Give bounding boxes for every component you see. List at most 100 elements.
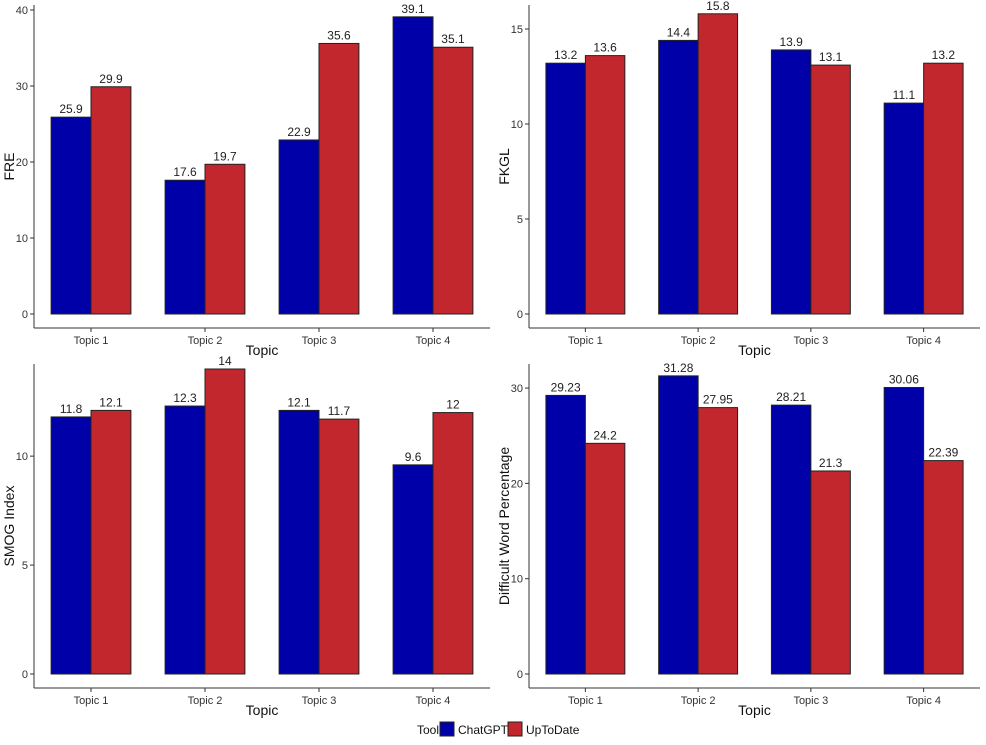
- data-label: 12.1: [287, 395, 311, 409]
- x-tick-label: Topic 1: [74, 335, 109, 347]
- bar-uptodate-1: [90, 86, 132, 315]
- legend-swatch-chatgpt: [439, 721, 455, 737]
- bar-chatgpt-1: [545, 394, 586, 675]
- y-axis-title: Difficult Word Percentage: [496, 447, 512, 605]
- bar-chatgpt-2: [164, 179, 206, 315]
- bar-chatgpt-3: [770, 49, 812, 315]
- y-tick-label: 0: [22, 309, 28, 321]
- bar-uptodate-4: [432, 46, 474, 315]
- legend-entry-chatgpt: ChatGPT: [458, 723, 509, 737]
- bar-uptodate-2: [204, 368, 246, 675]
- bar-uptodate-2: [204, 163, 246, 315]
- bar-chatgpt-4: [392, 464, 434, 675]
- data-label: 28.21: [776, 390, 806, 404]
- y-tick-label: 30: [16, 81, 28, 93]
- panel-fre: 0 10 20 30 40 Topic 1 25.9 29.9 Topic 2 17.6 19.7 T…: [1, 2, 490, 358]
- bar-uptodate-2: [697, 407, 739, 675]
- data-label: 11.7: [328, 404, 351, 418]
- y-tick-label: 40: [16, 5, 28, 17]
- x-tick-label: Topic 2: [681, 695, 716, 707]
- y-tick-label: 10: [16, 451, 28, 463]
- data-label: 12.1: [99, 395, 123, 409]
- x-axis-title: Topic: [738, 702, 771, 718]
- bar-chatgpt-2: [658, 375, 699, 675]
- data-label: 13.9: [779, 35, 803, 49]
- x-tick-label: Topic 2: [681, 335, 716, 347]
- bar-uptodate-2: [697, 13, 739, 315]
- y-tick-label: 20: [16, 157, 28, 169]
- panel-smog: 0 5 10 Topic 1 11.8 12.1 Topic 2 12.3 14 Topic 3 1…: [1, 354, 490, 718]
- bar-uptodate-4: [923, 460, 964, 675]
- y-axis-title: SMOG Index: [1, 486, 17, 567]
- x-tick-label: Topic 1: [74, 695, 109, 707]
- bar-chatgpt-4: [883, 102, 925, 315]
- bar-uptodate-4: [923, 62, 964, 315]
- bar-chatgpt-3: [278, 409, 320, 675]
- data-label: 12.3: [173, 391, 197, 405]
- x-tick-label: Topic 4: [416, 335, 451, 347]
- x-tick-label: Topic 3: [793, 695, 828, 707]
- bar-uptodate-4: [432, 412, 474, 675]
- data-label: 13.6: [593, 41, 617, 55]
- y-axis-title: FKGL: [496, 148, 512, 185]
- y-tick-label: 0: [517, 309, 523, 321]
- data-label: 12: [446, 398, 460, 412]
- y-tick-label: 15: [511, 24, 523, 36]
- data-label: 19.7: [213, 149, 237, 163]
- data-label: 9.6: [405, 450, 422, 464]
- bar-uptodate-1: [584, 55, 626, 315]
- data-label: 14: [218, 354, 232, 368]
- panel-difficult-word: 0 10 20 30 Topic 1 29.23 24.2 Topic 2 31.28 27.95…: [496, 361, 980, 718]
- panel-fkgl: 0 5 10 15 Topic 1 13.2 13.6 Topic 2 14.4 15.8 Topi…: [496, 0, 980, 358]
- bar-uptodate-3: [810, 470, 851, 675]
- data-label: 35.6: [327, 28, 351, 42]
- x-axis-title: Topic: [738, 342, 771, 358]
- y-tick-label: 30: [511, 383, 523, 395]
- y-tick-label: 10: [511, 119, 523, 131]
- data-label: 21.3: [819, 456, 843, 470]
- bar-chatgpt-3: [770, 404, 812, 675]
- y-axis-title: FRE: [1, 153, 17, 181]
- x-axis-title: Topic: [246, 342, 279, 358]
- x-axis-title: Topic: [246, 702, 279, 718]
- y-tick-label: 0: [22, 669, 28, 681]
- y-tick-label: 10: [16, 233, 28, 245]
- bar-chatgpt-1: [50, 116, 92, 315]
- data-label: 22.39: [928, 446, 958, 460]
- x-tick-label: Topic 3: [302, 695, 337, 707]
- data-label: 25.9: [59, 102, 83, 116]
- data-label: 13.2: [554, 48, 578, 62]
- data-label: 29.9: [99, 72, 123, 86]
- x-tick-label: Topic 2: [188, 695, 223, 707]
- x-tick-label: Topic 1: [568, 335, 603, 347]
- bar-uptodate-1: [90, 409, 132, 675]
- bar-chatgpt-1: [545, 62, 586, 315]
- legend-entry-uptodate: UpToDate: [526, 723, 580, 737]
- data-label: 13.1: [819, 50, 843, 64]
- bar-uptodate-3: [318, 418, 360, 675]
- y-tick-label: 10: [511, 574, 523, 586]
- bar-chatgpt-2: [658, 39, 699, 315]
- y-tick-label: 5: [22, 560, 28, 572]
- data-label: 22.9: [287, 125, 311, 139]
- data-label: 13.2: [932, 48, 956, 62]
- y-tick-label: 0: [517, 669, 523, 681]
- bar-chatgpt-2: [164, 405, 206, 675]
- bar-chatgpt-4: [392, 16, 434, 315]
- bar-chatgpt-1: [50, 416, 92, 675]
- bar-uptodate-3: [318, 42, 360, 315]
- x-tick-label: Topic 3: [793, 335, 828, 347]
- legend: Tool ChatGPT UpToDate: [417, 721, 580, 737]
- x-tick-label: Topic 4: [906, 695, 941, 707]
- data-label: 24.2: [593, 428, 617, 442]
- data-label: 29.23: [551, 380, 581, 394]
- bar-chatgpt-3: [278, 139, 320, 315]
- bar-uptodate-1: [584, 442, 626, 675]
- data-label: 31.28: [663, 361, 693, 375]
- y-tick-label: 5: [517, 214, 523, 226]
- x-tick-label: Topic 1: [568, 695, 603, 707]
- data-label: 17.6: [173, 165, 197, 179]
- data-label: 35.1: [441, 32, 465, 46]
